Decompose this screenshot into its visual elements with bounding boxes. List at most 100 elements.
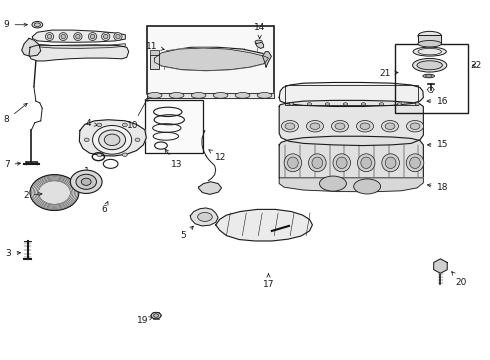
- Text: 12: 12: [209, 150, 226, 162]
- Ellipse shape: [333, 154, 350, 172]
- Text: 18: 18: [427, 183, 448, 192]
- Ellipse shape: [257, 93, 272, 98]
- Ellipse shape: [34, 23, 41, 27]
- Ellipse shape: [97, 123, 102, 127]
- Polygon shape: [279, 100, 423, 145]
- Ellipse shape: [281, 121, 298, 132]
- Text: 14: 14: [254, 23, 266, 39]
- Ellipse shape: [284, 154, 302, 172]
- Ellipse shape: [61, 35, 66, 39]
- Ellipse shape: [122, 123, 127, 127]
- Ellipse shape: [360, 123, 370, 130]
- Text: 21: 21: [379, 69, 398, 78]
- Text: 11: 11: [146, 42, 164, 51]
- Bar: [150, 50, 159, 55]
- Text: 15: 15: [427, 140, 448, 149]
- Ellipse shape: [356, 121, 373, 132]
- Ellipse shape: [406, 154, 424, 172]
- Ellipse shape: [122, 153, 127, 157]
- Ellipse shape: [93, 126, 132, 154]
- Ellipse shape: [46, 33, 54, 41]
- Polygon shape: [22, 39, 41, 56]
- Bar: [395, 44, 468, 113]
- Ellipse shape: [285, 123, 295, 130]
- Ellipse shape: [309, 154, 326, 172]
- Polygon shape: [256, 42, 264, 48]
- Polygon shape: [155, 47, 269, 71]
- Text: 3: 3: [6, 249, 21, 258]
- Polygon shape: [79, 120, 147, 156]
- Ellipse shape: [74, 33, 82, 41]
- Ellipse shape: [306, 121, 323, 132]
- Ellipse shape: [255, 40, 262, 44]
- Polygon shape: [190, 208, 218, 226]
- Text: 10: 10: [127, 98, 148, 130]
- Ellipse shape: [417, 61, 442, 70]
- Ellipse shape: [154, 314, 159, 318]
- Ellipse shape: [97, 153, 102, 157]
- Ellipse shape: [90, 35, 95, 39]
- Ellipse shape: [169, 93, 184, 98]
- Ellipse shape: [235, 93, 250, 98]
- Ellipse shape: [30, 175, 79, 211]
- Bar: [145, 100, 203, 153]
- Ellipse shape: [385, 123, 395, 130]
- Ellipse shape: [307, 103, 312, 105]
- Ellipse shape: [335, 123, 345, 130]
- Ellipse shape: [379, 103, 384, 105]
- Polygon shape: [32, 30, 125, 42]
- Ellipse shape: [151, 312, 161, 319]
- Ellipse shape: [147, 93, 162, 98]
- Ellipse shape: [385, 157, 396, 168]
- Text: 17: 17: [263, 274, 274, 289]
- Text: 8: 8: [4, 103, 27, 125]
- Ellipse shape: [382, 121, 398, 132]
- Bar: [150, 55, 159, 69]
- Ellipse shape: [413, 58, 447, 72]
- Text: 4: 4: [85, 119, 98, 128]
- Polygon shape: [40, 44, 125, 48]
- Bar: [285, 85, 418, 105]
- Ellipse shape: [361, 103, 366, 105]
- Polygon shape: [279, 136, 423, 189]
- Ellipse shape: [288, 157, 298, 168]
- Polygon shape: [279, 82, 423, 107]
- Polygon shape: [147, 93, 274, 98]
- Ellipse shape: [418, 41, 441, 47]
- Ellipse shape: [418, 31, 441, 40]
- Ellipse shape: [312, 157, 323, 168]
- Ellipse shape: [48, 35, 52, 39]
- Ellipse shape: [331, 121, 348, 132]
- Ellipse shape: [397, 103, 402, 105]
- Text: 7: 7: [4, 161, 21, 170]
- Text: 6: 6: [101, 202, 108, 214]
- Ellipse shape: [336, 157, 347, 168]
- Bar: [418, 35, 441, 44]
- Text: 1: 1: [84, 167, 94, 180]
- Ellipse shape: [116, 35, 120, 39]
- Text: 19: 19: [137, 316, 152, 325]
- Ellipse shape: [319, 176, 346, 191]
- Ellipse shape: [357, 154, 375, 172]
- Polygon shape: [263, 51, 271, 67]
- Ellipse shape: [84, 138, 89, 141]
- Text: 9: 9: [4, 20, 27, 29]
- Ellipse shape: [114, 33, 122, 41]
- Text: 16: 16: [427, 96, 448, 105]
- Ellipse shape: [410, 157, 420, 168]
- Ellipse shape: [88, 33, 97, 41]
- Ellipse shape: [32, 22, 43, 28]
- Ellipse shape: [361, 157, 371, 168]
- Ellipse shape: [197, 212, 212, 221]
- Ellipse shape: [410, 123, 420, 130]
- Text: 20: 20: [452, 272, 466, 287]
- Text: 5: 5: [181, 226, 194, 240]
- Text: 2: 2: [24, 190, 42, 199]
- Ellipse shape: [407, 121, 423, 132]
- Polygon shape: [216, 210, 313, 241]
- Polygon shape: [198, 182, 221, 194]
- Ellipse shape: [213, 93, 228, 98]
- Polygon shape: [279, 178, 423, 192]
- Ellipse shape: [310, 123, 320, 130]
- Ellipse shape: [103, 35, 108, 39]
